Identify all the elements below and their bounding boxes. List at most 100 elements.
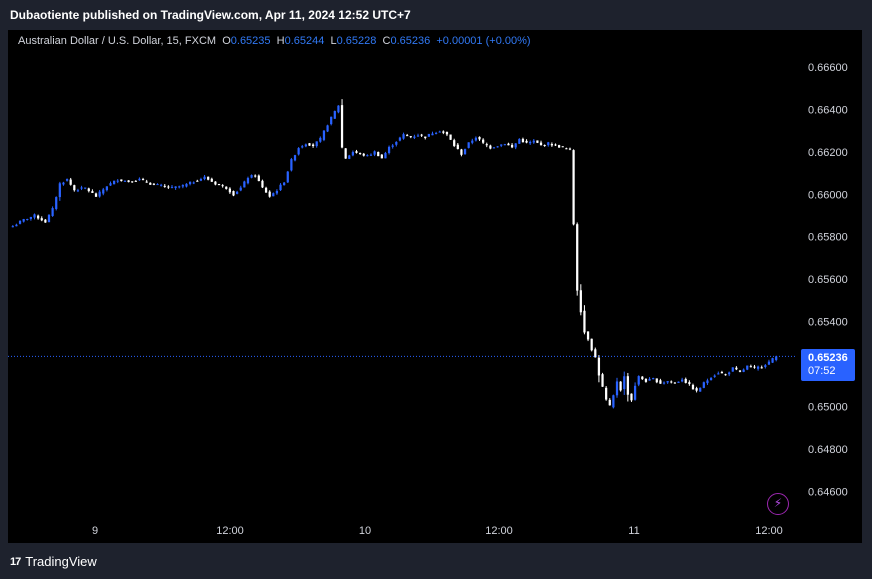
candle-body xyxy=(134,180,137,182)
candle-body xyxy=(507,143,510,146)
candle-body xyxy=(659,380,662,384)
candle-body xyxy=(673,382,677,384)
candle-body xyxy=(510,144,514,148)
candle-body xyxy=(503,144,506,146)
candle-body xyxy=(402,134,405,139)
candle-body xyxy=(738,370,742,372)
chart-area[interactable]: 0.66600 0.66400 0.66200 0.66000 0.65800 0.656… xyxy=(8,30,862,543)
candle-body xyxy=(413,136,416,138)
candle-body xyxy=(264,187,268,193)
candle-body xyxy=(149,182,152,185)
candle-body xyxy=(572,150,575,225)
candle-body xyxy=(525,140,528,143)
last-price: 0.65236 xyxy=(808,352,848,364)
candle-body xyxy=(456,144,459,150)
candle-body xyxy=(112,180,116,185)
candle-body xyxy=(608,399,611,406)
candles-group xyxy=(11,99,778,409)
candle-body xyxy=(15,224,18,227)
candle-body xyxy=(123,180,127,182)
candle-body xyxy=(424,136,427,139)
bottom-bar: 17 TradingView xyxy=(0,543,872,579)
candle-body xyxy=(398,137,402,141)
price-tick-label: 0.64600 xyxy=(808,486,848,498)
candle-body xyxy=(304,144,307,147)
candle-body xyxy=(496,146,499,148)
candle-body xyxy=(319,137,322,142)
candle-body xyxy=(102,189,105,194)
candle-body xyxy=(272,193,275,197)
candle-body xyxy=(380,154,383,159)
candle-body xyxy=(735,367,738,370)
candle-body xyxy=(286,171,289,183)
price-tick-label: 0.66400 xyxy=(808,104,848,116)
last-price-badge: 0.65236 07:52 xyxy=(801,349,855,381)
candle-body xyxy=(185,183,188,187)
candle-body xyxy=(655,378,658,383)
candle-body xyxy=(91,191,94,193)
candle-body xyxy=(460,149,463,155)
candle-body xyxy=(442,131,445,133)
candle-body xyxy=(178,186,181,188)
candle-body xyxy=(243,181,246,188)
candle-body xyxy=(420,134,423,136)
candle-body xyxy=(681,379,684,382)
candle-body xyxy=(670,381,673,383)
candle-body xyxy=(652,378,655,380)
candle-body xyxy=(87,188,90,192)
candle-body xyxy=(279,184,282,191)
tradingview-logo-icon: 17 xyxy=(10,555,21,568)
candle-body xyxy=(630,393,633,401)
candle-body xyxy=(127,180,130,183)
candle-body xyxy=(760,367,763,369)
lightning-bolt-icon[interactable]: ⚡ xyxy=(767,493,789,515)
candle-body xyxy=(583,310,586,333)
price-tick-label: 0.65600 xyxy=(808,274,848,286)
candle-body xyxy=(37,215,40,219)
candle-body xyxy=(445,131,449,135)
candle-body xyxy=(261,180,264,188)
candle-body xyxy=(196,180,199,182)
price-tick-label: 0.66600 xyxy=(808,62,848,74)
time-axis: 9 12:00 10 12:00 11 12:00 xyxy=(92,525,783,537)
candle-body xyxy=(98,191,101,197)
candlestick-chart[interactable]: 0.66600 0.66400 0.66200 0.66000 0.65800 0.656… xyxy=(8,30,862,543)
candle-body xyxy=(351,152,355,156)
open-value: 0.65235 xyxy=(230,35,271,47)
candle-body xyxy=(116,180,119,182)
candle-body xyxy=(11,226,14,228)
candle-body xyxy=(18,220,22,224)
candle-body xyxy=(514,143,517,148)
candle-body xyxy=(387,146,391,154)
candle-body xyxy=(416,135,420,137)
candle-body xyxy=(80,187,83,189)
candle-body xyxy=(775,356,778,361)
candle-body xyxy=(605,387,608,400)
candle-body xyxy=(666,381,669,383)
candle-body xyxy=(724,374,727,376)
candle-body xyxy=(742,369,745,372)
candle-body xyxy=(677,381,680,383)
candle-body xyxy=(615,381,619,396)
candle-body xyxy=(362,153,365,156)
brand-name: TradingView xyxy=(25,554,97,569)
time-tick-label: 12:00 xyxy=(755,525,783,537)
tradingview-logo[interactable]: 17 TradingView xyxy=(10,554,97,569)
candle-body xyxy=(366,155,369,157)
top-bar: Dubaotiente published on TradingView.com… xyxy=(0,0,872,30)
price-tick-label: 0.65000 xyxy=(808,402,848,414)
candle-body xyxy=(33,214,36,218)
candle-body xyxy=(65,179,69,181)
candle-body xyxy=(250,175,253,178)
candle-body xyxy=(706,380,709,384)
candle-body xyxy=(163,185,166,187)
candle-body xyxy=(207,176,210,180)
candle-body xyxy=(293,155,297,161)
candle-body xyxy=(105,186,108,191)
candle-body xyxy=(344,148,347,159)
candle-body xyxy=(641,376,644,380)
candle-body xyxy=(152,183,156,185)
candle-body xyxy=(235,191,239,194)
candle-body xyxy=(55,197,58,209)
candle-body xyxy=(529,141,532,144)
